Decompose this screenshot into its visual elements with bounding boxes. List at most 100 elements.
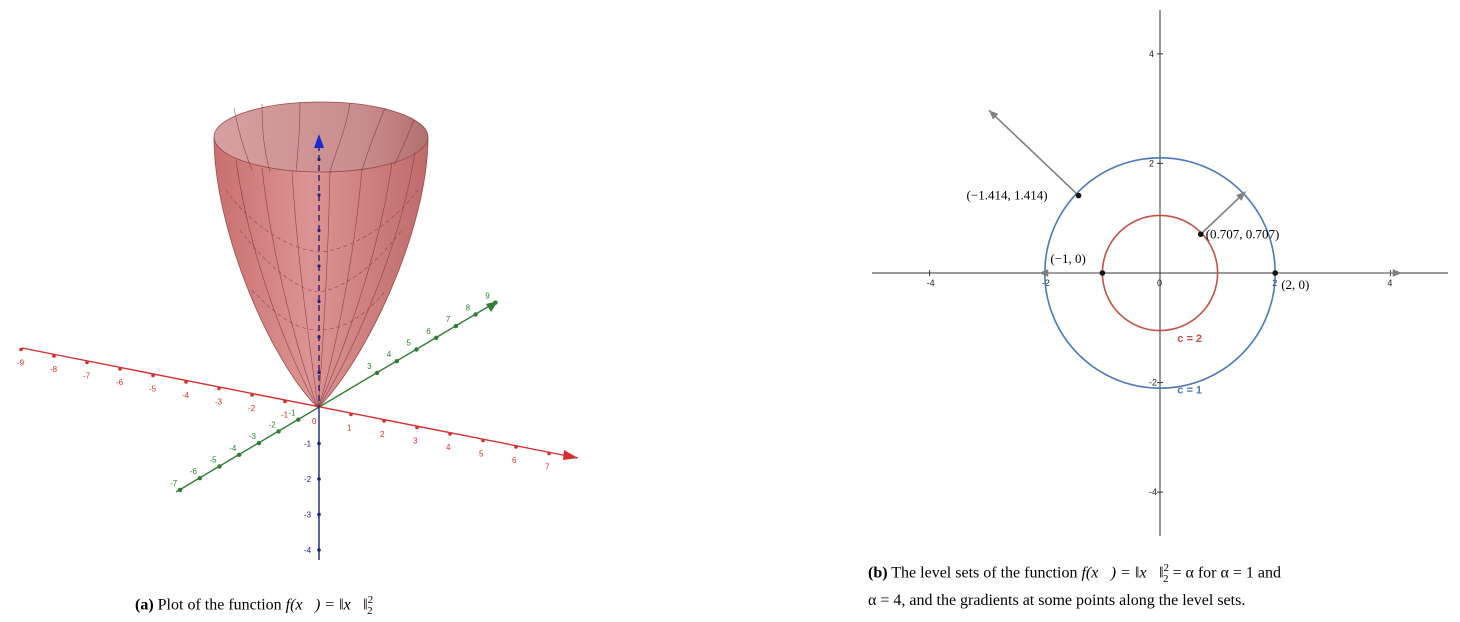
caption-a-sub: 2 xyxy=(367,604,373,617)
y-axis-tick-label: -1 xyxy=(288,409,296,418)
x-axis-tick-point xyxy=(448,432,452,436)
level-set-point xyxy=(1197,231,1204,238)
x-axis-tick-point xyxy=(481,438,485,443)
y-axis-tick-point xyxy=(453,323,459,329)
caption-a-text: Plot of the function xyxy=(157,596,282,614)
y-axis-tick-label: -3 xyxy=(249,432,257,441)
y-tick-label: -4 xyxy=(1149,487,1157,497)
x-axis-tick-point xyxy=(382,419,386,423)
x-axis-tick-label: -8 xyxy=(50,365,58,374)
y-axis-tick-label: 6 xyxy=(426,327,431,336)
caption-a: (a) Plot of the function f(x⃗) = ‖x⃗‖22 xyxy=(135,590,373,622)
y-axis-line xyxy=(175,301,497,493)
gradient-arrowhead xyxy=(1236,191,1246,201)
y-axis-tick-point xyxy=(414,347,419,352)
level-set-point xyxy=(1272,270,1278,276)
caption-b-line2: α = 4, and the gradients at some points … xyxy=(868,591,1246,609)
caption-b-text: The level sets of the function xyxy=(891,564,1078,582)
y-tick-label: -2 xyxy=(1149,378,1157,388)
z-axis-tick-point xyxy=(317,335,321,339)
x-axis-tick-point xyxy=(283,399,287,404)
level-set-point xyxy=(1099,270,1106,276)
x-tick-label: -4 xyxy=(927,278,935,288)
z-axis-tick-label: -4 xyxy=(304,546,312,555)
origin-label: 0 xyxy=(312,417,317,426)
z-axis-tick-point xyxy=(317,512,321,517)
level-set-label: c = 1 xyxy=(1177,385,1202,397)
caption-b-math: f(x⃗) = ‖x⃗‖ xyxy=(1081,564,1164,582)
x-axis-tick-label: -7 xyxy=(83,372,91,381)
x-axis-tick-label: 5 xyxy=(479,450,484,459)
caption-a-sup: 2 xyxy=(367,594,374,606)
gradient-arrow xyxy=(1200,191,1247,235)
gradient-arrowhead xyxy=(988,110,999,120)
caption-b-line1: (b) The level sets of the function f(x⃗)… xyxy=(868,558,1281,590)
z-axis-tick-point xyxy=(317,157,321,162)
y-axis-tick-point xyxy=(197,476,202,481)
y-axis-tick-label: -6 xyxy=(190,467,198,476)
y-axis-tick-label: -2 xyxy=(269,420,277,429)
x-axis-tick-label: -9 xyxy=(17,359,25,368)
y-axis-tick-label: 3 xyxy=(367,362,372,371)
x-axis-tick-label: 1 xyxy=(347,424,352,433)
z-axis-arrow xyxy=(314,134,324,148)
y-axis-tick-label: 7 xyxy=(446,315,451,324)
z-axis-tick-point xyxy=(317,299,321,304)
z-axis-tick-point xyxy=(317,548,321,552)
level-set-label: c = 2 xyxy=(1177,333,1202,345)
z-axis-tick-point xyxy=(317,193,321,197)
x-axis-tick-point xyxy=(415,425,419,430)
caption-b-tag: (b) xyxy=(868,564,888,582)
x-axis-tick-point xyxy=(514,445,518,449)
y-axis-tick-label: -5 xyxy=(210,456,218,465)
point-label: (−1.414, 1.414) xyxy=(967,188,1048,203)
x-axis-tick-label: 6 xyxy=(512,456,517,465)
x-axis-tick-label: 7 xyxy=(545,463,550,472)
caption-b: (b) The level sets of the function f(x⃗)… xyxy=(868,558,1281,611)
x-axis-tick-label: 3 xyxy=(413,437,418,446)
x-axis-tick-point xyxy=(19,347,23,352)
x-axis-tick-label: -3 xyxy=(215,398,223,407)
x-axis-line xyxy=(21,347,579,459)
x-axis-tick-label: 2 xyxy=(380,430,385,439)
y-axis-tick-point xyxy=(434,335,439,340)
z-axis-tick-point xyxy=(317,441,321,446)
y-axis-tick-point xyxy=(296,417,301,422)
y-axis-tick-point xyxy=(256,440,262,446)
caption-a-math: f(x⃗) = ‖x⃗‖ xyxy=(285,596,368,614)
y-axis-tick-label: 9 xyxy=(485,292,490,301)
level-set-chart: -4 -2 0 2 442-2-4c = 1c = 2(−1.414, 1.414)(0… xyxy=(872,10,1448,536)
y-tick-label: 2 xyxy=(1149,158,1154,168)
x-axis-tick-point xyxy=(217,386,221,391)
caption-a-tag: (a) xyxy=(135,596,154,614)
x-axis-tick-label: -2 xyxy=(248,404,256,413)
x-axis-tick-point xyxy=(349,412,353,417)
caption-b-tail: = α for α = 1 and xyxy=(1172,564,1282,582)
x-axis-tick-label: -1 xyxy=(281,411,289,420)
y-axis-tick-label: -7 xyxy=(170,479,178,488)
x-tick-label: 4 xyxy=(1387,278,1392,288)
x-axis-tick-label: -5 xyxy=(149,385,157,394)
level-set-point xyxy=(1075,192,1082,199)
y-axis-tick-label: 8 xyxy=(466,303,471,312)
y-axis-tick-label: -4 xyxy=(229,444,237,453)
paraboloid-rim xyxy=(213,101,429,173)
x-axis-arrow xyxy=(563,450,578,460)
y-axis-tick-point xyxy=(237,452,242,457)
panel-a-3d-plot: -9 -8 -7 -6 -5 -4 -3 -2 -1 1 2 3 4 5 6 7 0 -7 -6 -5 -4 -3 -2 -1… xyxy=(0,0,600,617)
gradient-arrow xyxy=(988,109,1080,197)
z-axis-tick-point xyxy=(317,228,321,233)
x-axis-tick-point xyxy=(184,380,188,384)
x-axis-tick-point xyxy=(151,373,155,378)
point-label: (2, 0) xyxy=(1281,277,1309,292)
x-axis-tick-point xyxy=(52,354,56,358)
caption-b-sup: 2 xyxy=(1163,562,1169,574)
x-axis-tick-point xyxy=(85,360,89,365)
paraboloid-plot: -9 -8 -7 -6 -5 -4 -3 -2 -1 1 2 3 4 5 6 7 0 -7 -6 -5 -4 -3 -2 -1… xyxy=(17,101,579,560)
y-axis-tick-point xyxy=(493,300,498,305)
x-axis-tick-label: 4 xyxy=(446,443,451,452)
y-axis-tick-point xyxy=(177,487,183,493)
y-tick-label: 4 xyxy=(1149,49,1154,59)
x-axis-tick-point xyxy=(250,393,254,397)
y-axis-tick-label: 5 xyxy=(407,339,412,348)
